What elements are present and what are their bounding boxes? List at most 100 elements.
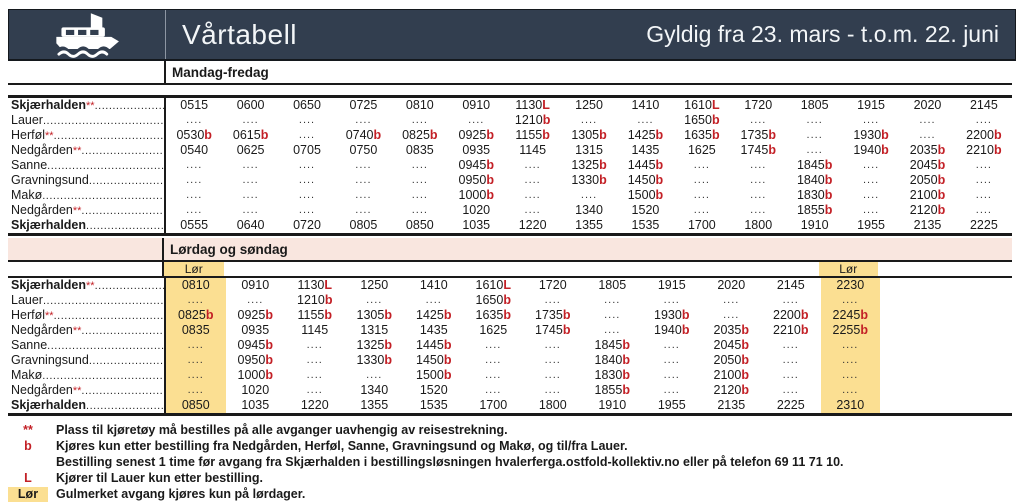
station-name: Skjærhalden — [11, 98, 87, 112]
time-cell: 1330b — [571, 173, 607, 187]
lor-column-header — [640, 262, 700, 276]
booking-marker-b: b — [429, 128, 438, 142]
time-cell: .... — [411, 159, 428, 171]
lor-column-header — [700, 262, 760, 276]
time-cell: 1720 — [538, 278, 567, 292]
time-cell: 1445b — [416, 338, 452, 352]
vehicle-booking-marker: ** — [45, 310, 54, 322]
time-cell: 1425b — [416, 308, 452, 322]
times-area: 0850 1035 1220 1355 1535 1700 1800 1910 1955 2135… — [164, 398, 1012, 413]
station-name: Herføl — [11, 308, 46, 322]
time-cell: 2050b — [909, 173, 946, 187]
booking-marker-b: b — [768, 128, 776, 142]
time-cell: 0540 — [180, 143, 209, 157]
time-cell: 2035b — [713, 323, 749, 337]
station-name: Sanne — [11, 338, 48, 352]
station-name: Lauer — [11, 113, 43, 127]
times-area: .... 0945b.... 1325b 1445b........ 1845b....… — [164, 338, 1012, 353]
times-area: ........ 1210b........ 1650b..............… — [164, 293, 1012, 308]
booking-marker-b: b — [824, 173, 833, 187]
booking-marker-b: b — [486, 188, 494, 202]
timetable-row: Lauer...................................… — [8, 293, 1012, 308]
lor-column-header: Lør — [818, 262, 878, 276]
section-header-spacer — [8, 61, 164, 83]
time-cell: 2050b — [713, 353, 749, 367]
time-cell: .... — [524, 189, 541, 201]
time-cell: 0515 — [180, 98, 209, 112]
time-cell: 1720 — [744, 98, 773, 112]
times-area: 0810 0910 1130L 1250 1410 1610L 1720 1805 1915 20… — [164, 278, 1012, 293]
booking-marker-b: b — [741, 353, 749, 367]
time-cell: 0950b — [237, 353, 273, 367]
header-divider — [165, 10, 166, 59]
time-cell: 2145 — [776, 278, 805, 292]
booking-marker-b: b — [542, 113, 551, 127]
booking-marker-b: b — [711, 113, 720, 127]
time-cell: 0925b — [237, 308, 273, 322]
station-cell: Sanne...................................… — [8, 338, 164, 353]
station-cell: Skjærhalden**...........................… — [8, 98, 164, 113]
time-cell: 1910 — [800, 218, 829, 232]
booking-marker-b: b — [373, 128, 382, 142]
time-cell: 1020 — [241, 383, 270, 397]
footnote-symbol: ** — [23, 423, 33, 437]
time-cell: .... — [782, 384, 799, 396]
time-cell: 1830b — [796, 188, 833, 202]
empty-filler — [880, 353, 1012, 368]
station-cell: Gravningsund............................… — [8, 173, 164, 188]
time-cell: 1915 — [657, 278, 686, 292]
times-area: 0555 0640 0720 0805 0850 1035 1220 1355 1535 1700… — [164, 218, 1012, 233]
footnote-text: Gulmerket avgang kjøres kun på lørdager. — [48, 487, 1012, 502]
time-cell: .... — [485, 369, 502, 381]
booking-marker-b: b — [824, 203, 833, 217]
time-cell: .... — [782, 294, 799, 306]
time-cell: .... — [782, 339, 799, 351]
weekday-section-label: Mandag-fredag — [164, 61, 1012, 83]
ferry-icon — [9, 10, 165, 59]
booking-marker-b: b — [486, 158, 494, 172]
station-name: Makø — [11, 188, 43, 202]
footnote-text: Kjører til Lauer kun etter bestilling. — [48, 471, 1012, 487]
station-cell: Makø....................................… — [8, 188, 164, 203]
time-cell: .... — [242, 159, 259, 171]
dot-leader: ........................................… — [81, 205, 164, 217]
time-cell: .... — [306, 384, 323, 396]
time-cell: 0950b — [458, 173, 494, 187]
time-cell: 1840b — [594, 353, 630, 367]
booking-marker-b: b — [655, 158, 664, 172]
station-cell: Gravningsund............................… — [8, 353, 164, 368]
time-cell: .... — [806, 114, 823, 126]
booking-marker-b: b — [503, 293, 511, 307]
time-cell: 1625 — [479, 323, 508, 337]
station-cell: Skjærhalden.............................… — [8, 398, 164, 413]
station-cell: Nedgården**.............................… — [8, 323, 164, 338]
booking-marker-b: b — [622, 338, 630, 352]
time-cell: 1855b — [594, 383, 630, 397]
time-cell: .... — [723, 309, 740, 321]
time-cell: .... — [544, 354, 561, 366]
time-cell: .... — [975, 114, 992, 126]
time-cell: .... — [750, 204, 767, 216]
time-cell: .... — [782, 354, 799, 366]
booking-marker-b: b — [881, 128, 889, 142]
times-area: 0515 0600 0650 0725 0810 0910 1130L 1250 1410 161… — [164, 98, 1012, 113]
booking-marker-b: b — [204, 128, 212, 142]
time-cell: 1635b — [475, 308, 511, 322]
time-cell: 2210b — [773, 323, 809, 337]
time-cell: 1800 — [744, 218, 773, 232]
time-cell: .... — [663, 384, 680, 396]
weekend-table: Skjærhalden**...........................… — [8, 278, 1012, 416]
booking-marker-b: b — [824, 188, 833, 202]
dot-leader: ........................................… — [86, 400, 164, 412]
booking-marker-b: b — [599, 173, 607, 187]
saturday-column-header-row: Lør Lør — [8, 262, 1012, 278]
station-name: Nedgården — [11, 383, 73, 397]
time-cell: .... — [663, 339, 680, 351]
time-cell: 2200b — [773, 308, 809, 322]
timetable-row: Makø....................................… — [8, 368, 1012, 383]
footnote-symbol: Lør — [8, 486, 48, 502]
time-cell: .... — [862, 174, 880, 186]
time-cell: 0750 — [349, 143, 378, 157]
time-cell: 1410 — [631, 98, 660, 112]
